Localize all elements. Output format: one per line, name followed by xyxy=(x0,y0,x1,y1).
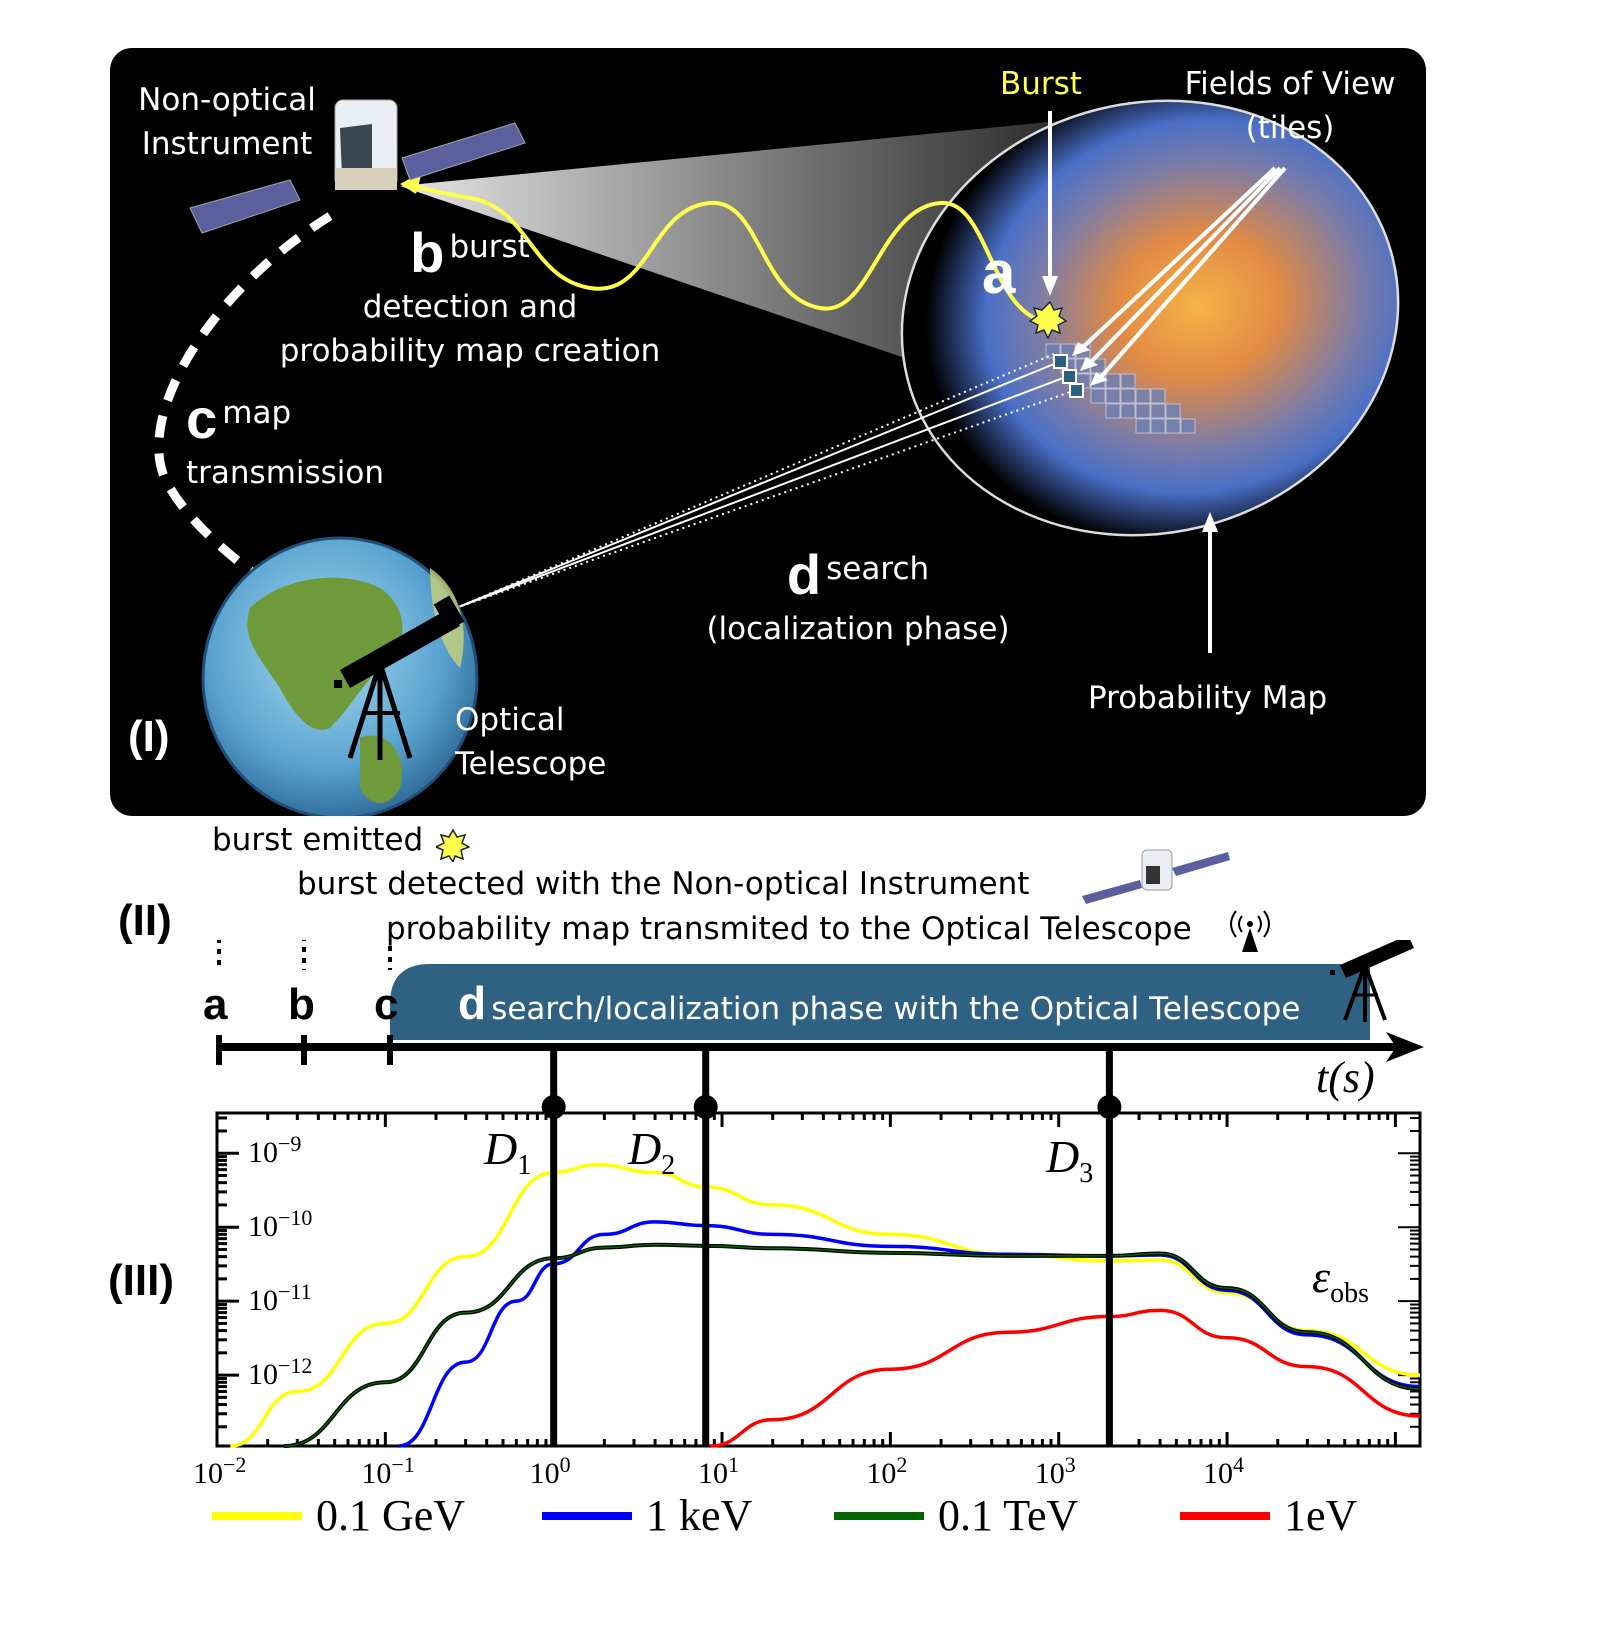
legend-item-1: 1 keV xyxy=(542,1490,752,1541)
legend-swatch-blue xyxy=(542,1511,632,1520)
y-tick-label-2: 10−11 xyxy=(248,1279,312,1318)
series-line-2 xyxy=(283,1243,1421,1447)
event-b-text: burst detected with the Non-optical Inst… xyxy=(297,866,1030,902)
telescope-icon xyxy=(334,595,465,760)
probability-map xyxy=(900,99,1400,537)
telescope-small-icon xyxy=(1330,940,1414,1022)
y-tick-label-1: 10−10 xyxy=(248,1205,313,1244)
event-c-text: probability map transmited to the Optica… xyxy=(386,911,1192,947)
step-a-letter: a xyxy=(982,239,1016,306)
burst-signal-wave xyxy=(407,183,1056,325)
search-phase-caption: d search/localization phase with the Opt… xyxy=(458,976,1300,1030)
antenna-signal-icon xyxy=(1230,910,1270,952)
step-d-letter: d xyxy=(786,543,822,606)
step-d-line1: search xyxy=(826,551,930,587)
step-b-line2: detection and xyxy=(362,289,578,325)
legend-swatch-yellow xyxy=(212,1511,302,1520)
burst-label: Burst xyxy=(1000,66,1082,102)
fov-label-line1: Fields of View xyxy=(1184,66,1396,102)
panel-ii-label: (II) xyxy=(118,896,172,945)
chart-legend: 0.1 GeV 1 keV 0.1 TeV 1eV xyxy=(212,1490,1412,1560)
step-b-line3: probability map creation xyxy=(279,333,661,369)
telescope-label-line1: Optical xyxy=(455,702,565,738)
time-axis-arrowhead xyxy=(1386,1032,1424,1062)
x-tick-label-1: 10−1 xyxy=(361,1452,415,1490)
panel-i-diagram: Non-optical Instrument Burst Fields of V… xyxy=(110,48,1426,816)
series-line-3 xyxy=(710,1308,1421,1448)
legend-item-0: 0.1 GeV xyxy=(212,1490,465,1541)
search-phase-bar xyxy=(390,964,1370,1040)
step-d-caption: d search (localization phase) xyxy=(698,542,1018,651)
y-quantity-label: εobs xyxy=(1312,1251,1370,1310)
probability-map-pointer-arrowhead xyxy=(1202,512,1218,532)
observed-tiles xyxy=(1053,354,1084,398)
marker-dot-D2 xyxy=(693,1095,718,1119)
legend-item-3: 1eV xyxy=(1180,1490,1357,1541)
tick-c-text: c xyxy=(374,980,399,1029)
panel-i-graphics xyxy=(154,99,1400,816)
transmission-arc xyxy=(154,212,333,612)
fov-pointer-arrows xyxy=(1080,166,1287,380)
step-b-letter: b xyxy=(410,221,445,284)
panel-i-label: (I) xyxy=(128,712,170,761)
telescope-label-line2: Telescope xyxy=(455,746,607,782)
instrument-label-line1: Non-optical xyxy=(138,82,316,118)
marker-label-D2: D2 xyxy=(628,1123,676,1182)
x-tick-label-6: 104 xyxy=(1203,1452,1245,1490)
x-tick-label-4: 102 xyxy=(866,1452,908,1490)
tick-c-label: c xyxy=(374,980,398,1030)
burst-star-small-icon xyxy=(436,828,470,862)
step-c-line1: map xyxy=(222,395,292,431)
satellite-icon xyxy=(189,99,526,234)
x-tick-label-2: 100 xyxy=(529,1452,571,1490)
y-tick-label-3: 10−12 xyxy=(248,1353,313,1392)
event-a-text: burst emitted xyxy=(212,822,424,858)
x-tick-label-3: 101 xyxy=(698,1452,740,1490)
step-c-line2: transmission xyxy=(186,455,385,491)
probability-map-label: Probability Map xyxy=(1088,680,1328,716)
step-d-line2: (localization phase) xyxy=(706,611,1010,647)
time-axis-label: t(s) xyxy=(1316,1053,1375,1102)
step-b-caption: b burst detection and probability map cr… xyxy=(270,220,670,373)
timeline-graphics xyxy=(216,940,1424,1065)
x-tick-label-0: 10−2 xyxy=(193,1452,247,1490)
panel-iii-label: (III) xyxy=(108,1256,174,1305)
fov-label-line2: (tiles) xyxy=(1245,110,1335,146)
legend-swatch-red xyxy=(1180,1511,1270,1520)
marker-label-D1: D1 xyxy=(484,1123,532,1182)
series-line-0 xyxy=(230,1162,1421,1448)
marker-dot-D1 xyxy=(541,1095,566,1119)
step-c-letter: c xyxy=(186,387,218,450)
plot-frame xyxy=(215,1111,1422,1448)
burst-star-icon xyxy=(1028,300,1068,340)
satellite-small-icon xyxy=(1082,849,1230,904)
marker-label-D3: D3 xyxy=(1046,1131,1094,1190)
legend-swatch-green xyxy=(834,1511,924,1520)
y-tick-label-0: 10−9 xyxy=(248,1131,302,1170)
tick-b-label: b xyxy=(288,980,315,1029)
step-b-line1: burst xyxy=(449,229,530,265)
instrument-label-line2: Instrument xyxy=(141,126,313,162)
series-line-1 xyxy=(398,1220,1421,1448)
phase-text: search/localization phase with the Optic… xyxy=(491,991,1301,1027)
burst-pointer-arrowhead xyxy=(1042,276,1058,296)
legend-item-2: 0.1 TeV xyxy=(834,1490,1078,1541)
step-c-caption: c map transmission xyxy=(186,386,406,495)
x-tick-label-5: 103 xyxy=(1034,1452,1076,1490)
marker-dot-D3 xyxy=(1097,1095,1122,1119)
telescope-sight-lines xyxy=(455,353,1071,609)
phase-letter: d xyxy=(458,977,487,1029)
tick-a-label: a xyxy=(203,980,228,1029)
